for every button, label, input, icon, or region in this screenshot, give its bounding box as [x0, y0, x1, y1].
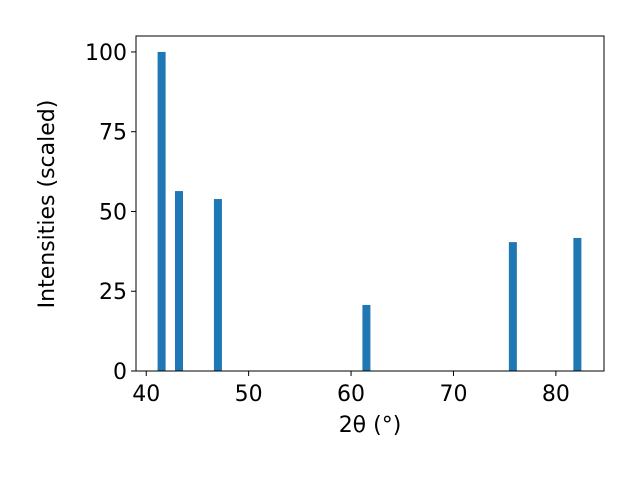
bar — [175, 191, 184, 371]
y-tick-label: 100 — [85, 41, 127, 66]
x-tick-label: 70 — [439, 382, 467, 407]
bar — [362, 304, 371, 371]
plot-frame — [135, 35, 605, 372]
x-tick-label: 50 — [235, 382, 263, 407]
x-tick-label: 40 — [132, 382, 160, 407]
bar — [508, 242, 517, 371]
bar — [573, 237, 582, 371]
bar — [157, 51, 166, 371]
y-tick-label: 0 — [113, 360, 127, 385]
x-tick-label: 80 — [542, 382, 570, 407]
bar — [213, 199, 222, 371]
y-tick-label: 75 — [99, 121, 127, 146]
x-axis-label: 2θ (°) — [339, 413, 402, 438]
y-tick-label: 25 — [99, 280, 127, 305]
x-tick-label: 60 — [337, 382, 365, 407]
y-axis-label: Intensities (scaled) — [35, 100, 60, 309]
y-tick-label: 50 — [99, 200, 127, 225]
